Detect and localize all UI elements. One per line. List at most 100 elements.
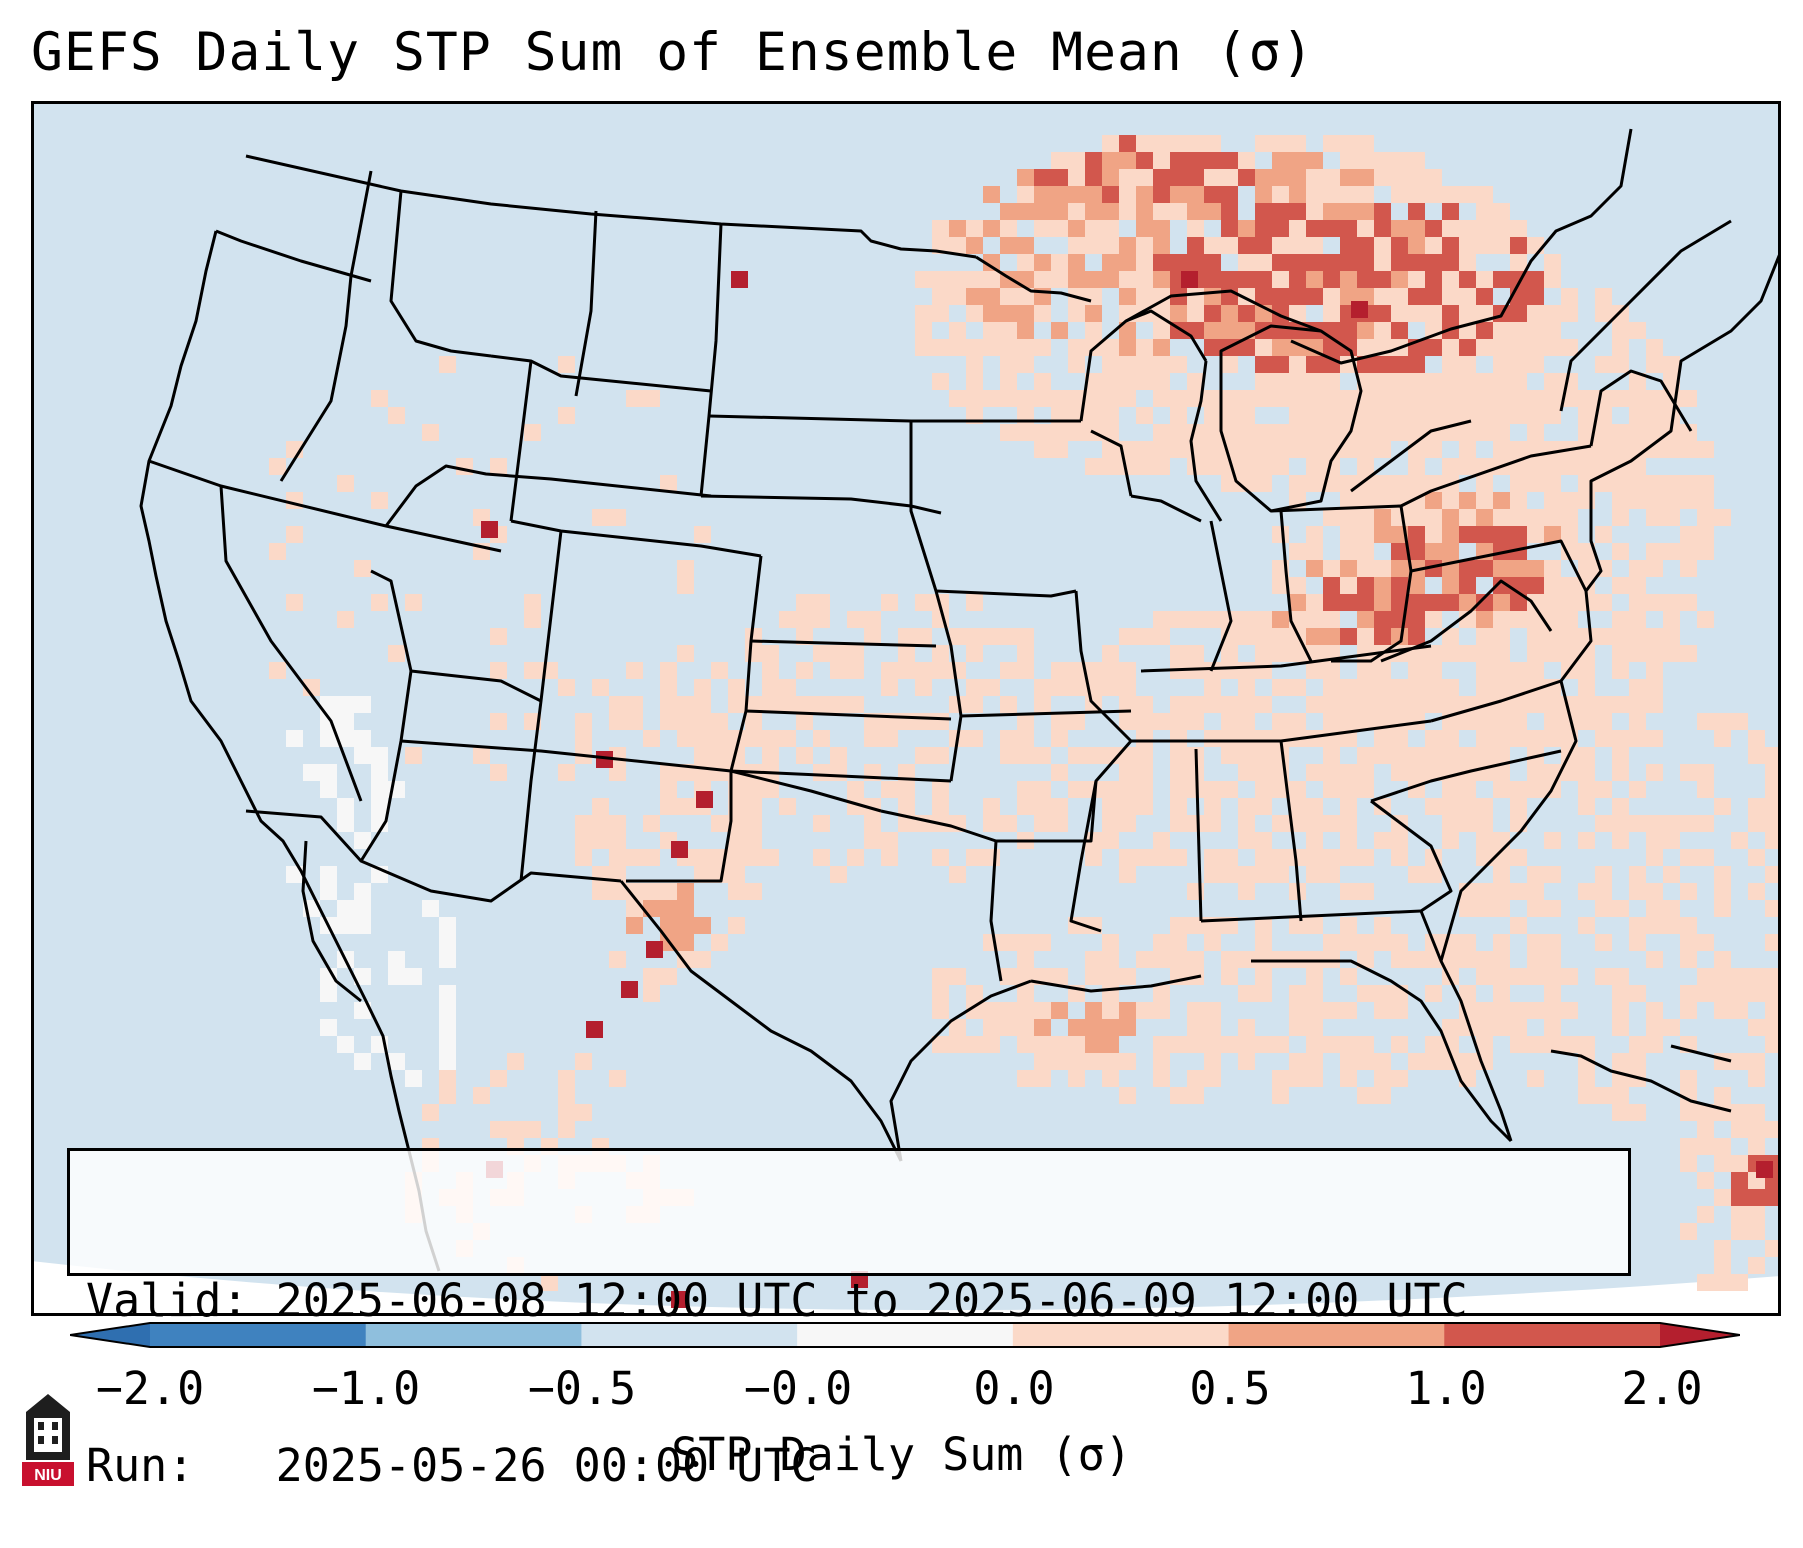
stp-cell	[1476, 1002, 1493, 1019]
stp-cell-max	[481, 521, 498, 538]
stp-cell	[1306, 526, 1323, 543]
stp-cell	[813, 594, 830, 611]
stp-cell	[1374, 509, 1391, 526]
stp-cell	[1476, 1019, 1493, 1036]
niu-logo: NIU	[20, 1390, 76, 1494]
stp-cell	[1102, 1070, 1119, 1087]
stp-cell	[1136, 186, 1153, 203]
stp-cell	[1408, 662, 1425, 679]
stp-cell	[1187, 186, 1204, 203]
stp-cell	[1357, 1053, 1374, 1070]
stp-cell	[1663, 407, 1680, 424]
stp-cell	[1561, 764, 1578, 781]
stp-cell	[1459, 271, 1476, 288]
stp-cell	[1085, 832, 1102, 849]
stp-cell	[1442, 577, 1459, 594]
stp-cell	[1391, 849, 1408, 866]
stp-cell	[677, 730, 694, 747]
stp-cell	[1136, 696, 1153, 713]
stp-cell	[1731, 1206, 1748, 1223]
stp-cell	[1476, 509, 1493, 526]
stp-cell	[1493, 764, 1510, 781]
stp-cell	[728, 883, 745, 900]
stp-cell	[1425, 985, 1442, 1002]
stp-cell	[1493, 220, 1510, 237]
stp-cell	[1731, 985, 1748, 1002]
stp-cell	[1153, 611, 1170, 628]
stp-cell	[1459, 934, 1476, 951]
stp-cell	[1221, 203, 1238, 220]
stp-cell	[1034, 815, 1051, 832]
stp-cell	[1595, 628, 1612, 645]
atlantic-coastline	[1439, 680, 1578, 962]
stp-cell	[609, 866, 626, 883]
stp-cell	[1272, 815, 1289, 832]
pacific-coastline	[139, 230, 441, 1272]
stp-cell	[966, 390, 983, 407]
stp-cell	[354, 1053, 371, 1070]
stp-cell	[1578, 458, 1595, 475]
colorbar-tick: 1.0	[1405, 1362, 1487, 1415]
stp-cell	[1306, 849, 1323, 866]
stp-cell	[915, 747, 932, 764]
stp-cell	[1527, 934, 1544, 951]
stp-cell	[1544, 339, 1561, 356]
stp-cell	[1119, 696, 1136, 713]
stp-cell	[1697, 781, 1714, 798]
stp-cell	[1544, 492, 1561, 509]
stp-cell	[1459, 781, 1476, 798]
stp-cell	[1323, 764, 1340, 781]
stp-cell	[1272, 424, 1289, 441]
stp-cell	[1221, 407, 1238, 424]
stp-cell	[1289, 1070, 1306, 1087]
stp-cell	[1595, 424, 1612, 441]
stp-cell	[1187, 254, 1204, 271]
stp-cell	[1085, 747, 1102, 764]
lake-michigan-west	[1189, 360, 1223, 522]
stp-cell	[1102, 1053, 1119, 1070]
stp-cell	[1306, 611, 1323, 628]
stp-cell	[1136, 1002, 1153, 1019]
stp-cell	[1731, 713, 1748, 730]
stp-cell	[1102, 220, 1119, 237]
stp-cell	[1051, 798, 1068, 815]
stp-cell	[1017, 322, 1034, 339]
map-panel	[31, 101, 1781, 1316]
stp-cell	[1544, 696, 1561, 713]
niu-logo-graphic: NIU	[22, 1394, 74, 1486]
stp-cell	[677, 577, 694, 594]
stp-cell	[1493, 339, 1510, 356]
stp-cell	[1289, 186, 1306, 203]
stp-cell	[1034, 186, 1051, 203]
stp-cell	[1510, 917, 1527, 934]
stp-cell	[388, 968, 405, 985]
stp-cell	[1221, 730, 1238, 747]
stp-cell	[1561, 611, 1578, 628]
colorbar-bin	[1444, 1323, 1661, 1347]
stp-cell	[1612, 900, 1629, 917]
border-us-mexico-west	[245, 809, 622, 903]
stp-cell	[1323, 135, 1340, 152]
stp-cell	[1612, 441, 1629, 458]
bahamas-outline	[1670, 1044, 1732, 1063]
stp-cell	[541, 1274, 558, 1291]
stp-cell	[1510, 968, 1527, 985]
stp-cell	[1697, 764, 1714, 781]
stp-cell	[371, 815, 388, 832]
stp-cell	[1306, 424, 1323, 441]
stp-cell-max	[671, 841, 688, 858]
stp-cell	[1068, 1036, 1085, 1053]
stp-cell-max	[1351, 301, 1368, 318]
stp-cell	[1204, 152, 1221, 169]
stp-cell	[1187, 441, 1204, 458]
stp-cell	[1119, 135, 1136, 152]
stp-cell	[796, 662, 813, 679]
stp-cell	[1459, 747, 1476, 764]
stp-cell	[371, 764, 388, 781]
stp-cell	[1119, 169, 1136, 186]
stp-cell	[1034, 169, 1051, 186]
stp-cell	[1272, 203, 1289, 220]
stp-cell	[558, 1070, 575, 1087]
stp-cell	[1153, 152, 1170, 169]
stp-cell	[490, 628, 507, 645]
